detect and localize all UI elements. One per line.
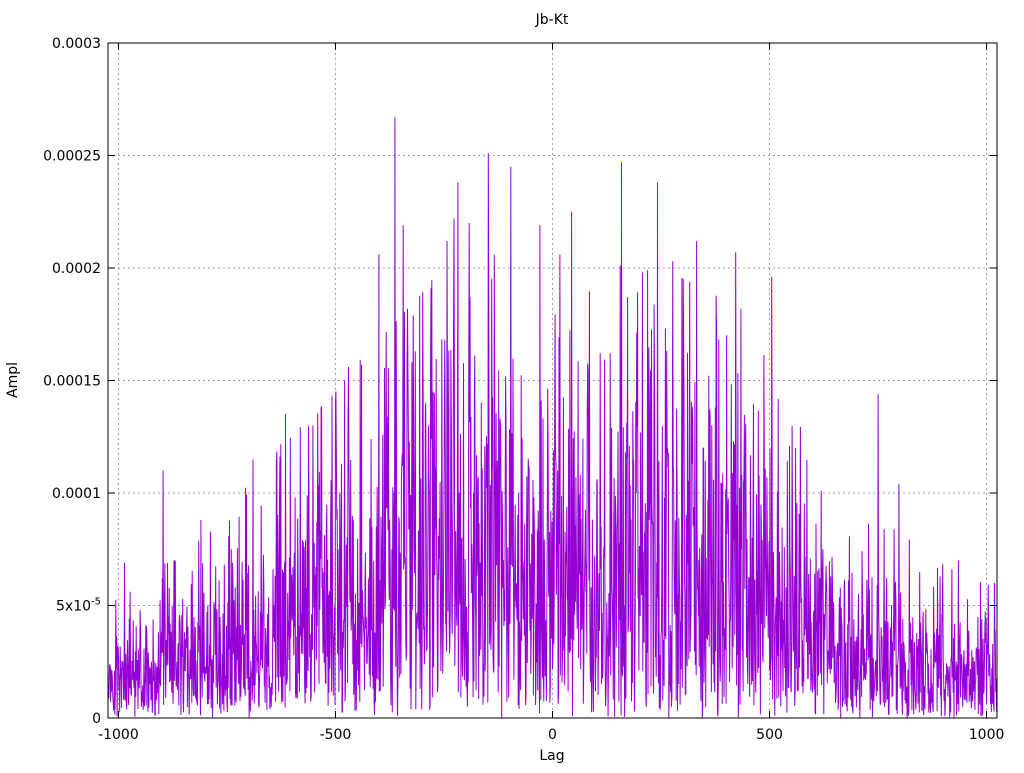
x-tick-label: -1000 [98, 727, 139, 743]
y-tick-label: 0.0003 [52, 36, 101, 52]
y-tick-label: 0.0002 [52, 261, 101, 277]
y-axis-label: Ampl [5, 362, 21, 398]
x-tick-label: -500 [320, 727, 352, 743]
y-tick-label: 0.00015 [43, 374, 101, 390]
data-series [107, 117, 998, 719]
chart-title: Jb-Kt [535, 12, 569, 28]
x-tick-label: 500 [756, 727, 783, 743]
axes [107, 42, 998, 719]
tick-labels: -1000 -500 0 500 1000 0 5x10-5 0.0001 0.00015 0.0… [43, 36, 1004, 743]
x-axis-label: Lag [539, 748, 564, 764]
x-tick-label: 1000 [969, 727, 1005, 743]
x-tick-label: 0 [548, 727, 557, 743]
y-tick-label: 0 [92, 711, 101, 727]
y-tick-label: 0.00025 [43, 149, 101, 165]
y-tick-label: 0.0001 [52, 486, 101, 502]
y-tick-label: 5x10-5 [56, 597, 101, 615]
